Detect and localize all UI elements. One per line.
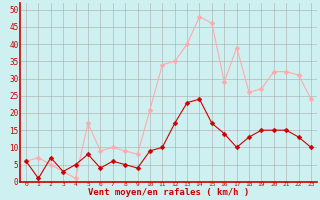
X-axis label: Vent moyen/en rafales ( km/h ): Vent moyen/en rafales ( km/h ) [88,188,249,197]
